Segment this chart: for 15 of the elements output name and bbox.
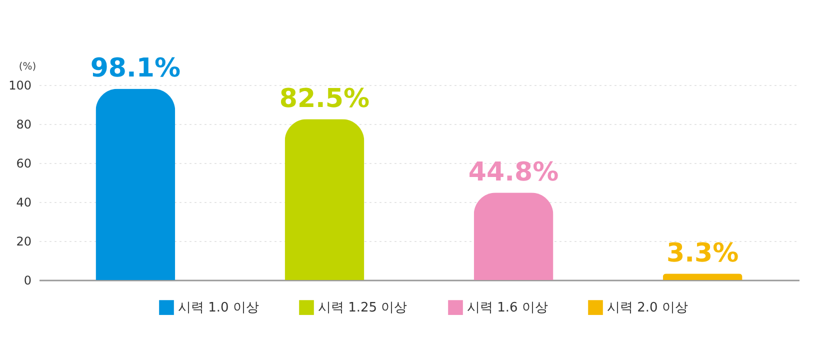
y-tick-label: 80 bbox=[16, 118, 32, 132]
data-label: 44.8% bbox=[468, 158, 559, 188]
data-label: 98.1% bbox=[90, 54, 181, 84]
y-tick-label: 0 bbox=[24, 274, 32, 288]
data-label: 82.5% bbox=[279, 84, 370, 114]
y-tick-label: 100 bbox=[8, 78, 32, 92]
legend-label: 시력 1.25 이상 bbox=[318, 300, 408, 316]
y-tick-label: 40 bbox=[16, 196, 32, 210]
y-axis-title: (%) bbox=[18, 62, 36, 72]
data-label: 3.3% bbox=[666, 238, 739, 269]
y-tick-label: 20 bbox=[16, 234, 32, 248]
legend-label: 시력 1.0 이상 bbox=[178, 300, 259, 316]
y-tick-label: 60 bbox=[16, 156, 32, 170]
legend-label: 시력 1.6 이상 bbox=[467, 300, 548, 316]
legend-label: 시력 2.0 이상 bbox=[607, 300, 688, 316]
